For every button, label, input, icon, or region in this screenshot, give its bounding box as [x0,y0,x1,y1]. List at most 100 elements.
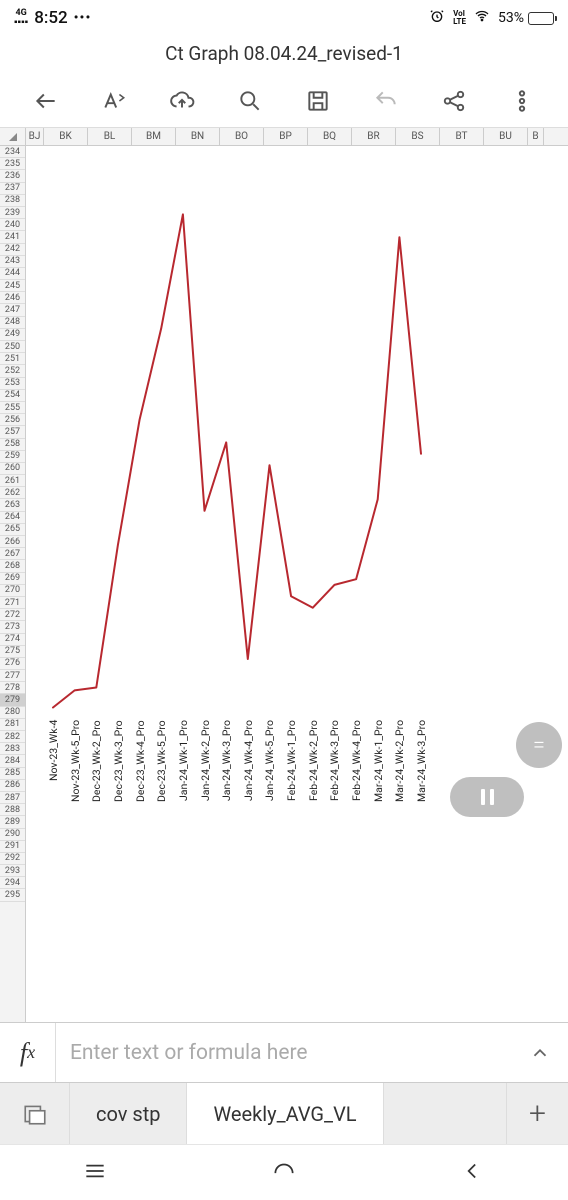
row-header[interactable]: 258 [0,439,25,451]
row-header[interactable]: 287 [0,792,25,804]
row-header[interactable]: 256 [0,414,25,426]
row-header[interactable]: 295 [0,889,25,901]
recent-apps-button[interactable] [82,1158,108,1188]
column-header[interactable]: BU [484,128,528,145]
column-header[interactable]: BS [396,128,440,145]
expand-formula-button[interactable] [512,1042,568,1064]
row-header[interactable]: 245 [0,280,25,292]
back-button[interactable] [26,81,66,121]
sheets-list-button[interactable] [0,1083,70,1144]
row-header[interactable]: 293 [0,865,25,877]
row-header[interactable]: 280 [0,707,25,719]
row-header[interactable]: 234 [0,146,25,158]
row-header[interactable]: 267 [0,548,25,560]
row-header[interactable]: 272 [0,609,25,621]
sheet-tab[interactable]: Weekly_AVG_VL [187,1083,383,1144]
row-header[interactable]: 255 [0,402,25,414]
row-header[interactable]: 241 [0,231,25,243]
row-header[interactable]: 286 [0,780,25,792]
row-header[interactable]: 289 [0,816,25,828]
row-header[interactable]: 277 [0,670,25,682]
home-button[interactable] [271,1158,297,1188]
row-header[interactable]: 274 [0,634,25,646]
column-header[interactable]: B [528,128,544,145]
row-header[interactable]: 269 [0,573,25,585]
row-header[interactable]: 279 [0,694,25,706]
row-header[interactable]: 275 [0,646,25,658]
row-header[interactable]: 236 [0,170,25,182]
row-header[interactable]: 263 [0,499,25,511]
row-header[interactable]: 264 [0,512,25,524]
row-header[interactable]: 240 [0,219,25,231]
row-header[interactable]: 260 [0,463,25,475]
row-header[interactable]: 262 [0,487,25,499]
row-header[interactable]: 243 [0,256,25,268]
row-header[interactable]: 266 [0,536,25,548]
column-header[interactable]: BQ [308,128,352,145]
row-header[interactable]: 288 [0,804,25,816]
row-header[interactable]: 291 [0,841,25,853]
row-header[interactable]: 247 [0,304,25,316]
column-header[interactable]: BJ [26,128,44,145]
row-header[interactable]: 282 [0,731,25,743]
column-header[interactable]: BL [88,128,132,145]
row-header[interactable]: 235 [0,158,25,170]
row-header[interactable]: 294 [0,877,25,889]
row-header[interactable]: 278 [0,682,25,694]
row-header[interactable]: 292 [0,853,25,865]
row-header[interactable]: 253 [0,378,25,390]
share-button[interactable] [434,81,474,121]
undo-button[interactable] [366,81,406,121]
row-header[interactable]: 290 [0,829,25,841]
column-header[interactable]: BR [352,128,396,145]
row-header[interactable]: 259 [0,451,25,463]
cloud-upload-button[interactable] [162,81,202,121]
column-header[interactable]: BO [220,128,264,145]
fx-label[interactable]: fx [0,1023,56,1082]
save-button[interactable] [298,81,338,121]
select-all-corner[interactable] [0,128,26,146]
formula-input[interactable]: Enter text or formula here [56,1041,512,1065]
row-header[interactable]: 252 [0,365,25,377]
row-header[interactable]: 271 [0,597,25,609]
add-sheet-button[interactable]: + [506,1083,568,1144]
row-header[interactable]: 261 [0,475,25,487]
row-header[interactable]: 257 [0,426,25,438]
back-nav-button[interactable] [460,1158,486,1188]
row-header[interactable]: 254 [0,390,25,402]
row-header[interactable]: 251 [0,353,25,365]
font-style-button[interactable] [94,81,134,121]
column-header[interactable]: BP [264,128,308,145]
sheet-tab[interactable]: cov stp [70,1083,187,1144]
floating-pause-button[interactable] [450,777,524,817]
row-header[interactable]: 238 [0,195,25,207]
row-headers[interactable]: 2342352362372382392402412422432442452462… [0,146,26,1022]
row-header[interactable]: 270 [0,585,25,597]
row-header[interactable]: 285 [0,768,25,780]
row-header[interactable]: 268 [0,560,25,572]
row-header[interactable]: 283 [0,743,25,755]
spreadsheet-area[interactable]: BJBKBLBMBNBOBPBQBRBSBTBUB 23423523623723… [0,127,568,1022]
row-header[interactable]: 248 [0,317,25,329]
row-header[interactable]: 239 [0,207,25,219]
row-header[interactable]: 246 [0,292,25,304]
row-header[interactable]: 242 [0,244,25,256]
row-header[interactable]: 249 [0,329,25,341]
row-header[interactable]: 250 [0,341,25,353]
column-header[interactable]: BN [176,128,220,145]
column-header[interactable]: BK [44,128,88,145]
floating-equals-button[interactable]: = [516,722,562,768]
column-headers[interactable]: BJBKBLBMBNBOBPBQBRBSBTBUB [26,128,568,146]
search-button[interactable] [230,81,270,121]
row-header[interactable]: 244 [0,268,25,280]
column-header[interactable]: BM [132,128,176,145]
row-header[interactable]: 265 [0,524,25,536]
embedded-chart[interactable]: Nov-23_Wk-4Nov-23_Wk-5_ProDec-23_Wk-2_Pr… [32,146,438,826]
row-header[interactable]: 284 [0,755,25,767]
row-header[interactable]: 281 [0,719,25,731]
row-header[interactable]: 276 [0,658,25,670]
row-header[interactable]: 237 [0,183,25,195]
row-header[interactable]: 273 [0,621,25,633]
overflow-menu-button[interactable] [502,81,542,121]
grid-body[interactable]: Nov-23_Wk-4Nov-23_Wk-5_ProDec-23_Wk-2_Pr… [26,146,568,1022]
